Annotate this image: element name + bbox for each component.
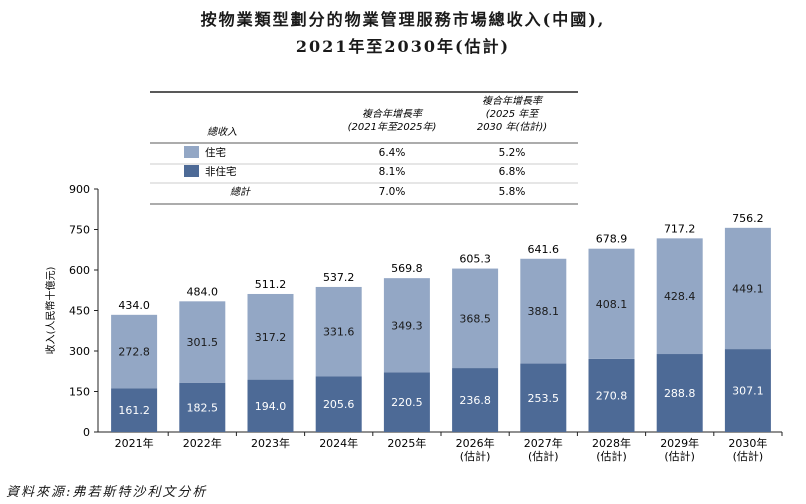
x-tick-label: (估計) (733, 449, 764, 463)
table-value: 5.8% (499, 186, 526, 198)
bar-value-label: 408.1 (596, 298, 628, 311)
table-row-label-header: 總收入 (207, 126, 237, 138)
bar-value-label: 236.8 (459, 394, 491, 407)
legend-swatch (184, 146, 199, 158)
table-value: 8.1% (379, 166, 406, 178)
table-value: 6.4% (379, 147, 406, 159)
bar-total-label: 605.3 (459, 253, 491, 266)
bar-total-label: 756.2 (732, 212, 764, 225)
bar-value-label: 307.1 (732, 385, 764, 398)
table-row-label: 住宅 (205, 146, 226, 159)
bar-segment-residential (656, 238, 703, 355)
bar-segment-residential (247, 293, 294, 380)
bar-value-label: 388.1 (528, 305, 560, 318)
bar-segment-residential (111, 314, 158, 389)
bar-segment-residential (383, 278, 430, 373)
bar-total-label: 717.2 (664, 222, 696, 235)
bar-value-label: 301.5 (187, 336, 219, 349)
bar-total-label: 434.0 (118, 299, 150, 312)
bar-value-label: 288.8 (664, 387, 696, 400)
bar-total-label: 678.9 (596, 233, 628, 246)
bar-segment-non-residential (520, 363, 567, 432)
x-tick-label: 2021年 (115, 436, 154, 450)
bar-value-label: 194.0 (255, 400, 287, 413)
x-tick-label: (估計) (528, 449, 559, 463)
table-row-label: 非住宅 (205, 165, 237, 178)
source-note: 資料來源:弗若斯特沙利文分析 (6, 485, 208, 500)
table-value: 6.8% (499, 166, 526, 178)
y-tick-label: 450 (69, 305, 90, 318)
bar-segment-non-residential (315, 376, 362, 432)
x-tick-label: (估計) (460, 449, 491, 463)
x-tick-label: 2022年 (183, 436, 222, 450)
table-col2-header: (2025 年至 (486, 108, 541, 120)
y-tick-label: 300 (69, 345, 90, 358)
x-tick-label: 2027年 (524, 436, 563, 450)
bar-value-label: 349.3 (391, 319, 423, 332)
bar-segment-non-residential (588, 358, 635, 432)
x-tick-label: 2025年 (387, 436, 426, 450)
x-tick-label: (估計) (664, 449, 695, 463)
bar-segment-non-residential (656, 354, 703, 432)
x-tick-label: 2024年 (319, 436, 358, 450)
table-row-label: 總計 (230, 186, 251, 198)
bar-total-label: 511.2 (255, 278, 287, 291)
table-col1-header: (2021年至2025年) (348, 121, 437, 133)
y-tick-label: 600 (69, 264, 90, 277)
bar-value-label: 368.5 (459, 312, 491, 325)
table-value: 5.2% (499, 147, 526, 159)
bar-value-label: 270.8 (596, 389, 628, 402)
bar-segment-residential (452, 268, 499, 369)
bar-value-label: 253.5 (528, 392, 560, 405)
bar-segment-non-residential (383, 372, 430, 432)
bar-segment-non-residential (724, 349, 771, 432)
bar-value-label: 272.8 (118, 346, 150, 359)
table-value: 7.0% (379, 186, 406, 198)
x-tick-label: 2028年 (592, 436, 631, 450)
legend-swatch (184, 165, 199, 177)
bar-segment-residential (179, 301, 226, 383)
bar-segment-residential (520, 258, 567, 364)
y-axis-label: 收入(人民幣十億元) (44, 267, 57, 355)
y-tick-label: 900 (69, 183, 90, 196)
y-tick-label: 150 (69, 386, 90, 399)
x-tick-label: 2029年 (660, 436, 699, 450)
bar-segment-non-residential (179, 382, 226, 432)
bar-total-label: 641.6 (528, 243, 560, 256)
bar-segment-non-residential (247, 379, 294, 432)
y-tick-label: 750 (69, 224, 90, 237)
bar-value-label: 182.5 (187, 401, 219, 414)
bar-value-label: 317.2 (255, 331, 287, 344)
bar-total-label: 537.2 (323, 271, 355, 284)
bar-value-label: 428.4 (664, 290, 696, 303)
bar-value-label: 220.5 (391, 396, 423, 409)
y-tick-label: 0 (83, 426, 90, 439)
bar-segment-residential (724, 227, 771, 350)
chart-title-line1: 按物業類型劃分的物業管理服務市場總收入(中國), (200, 10, 606, 29)
x-tick-label: 2030年 (728, 436, 767, 450)
table-col2-header: 2030 年(估計)) (477, 121, 547, 133)
table-col1-header: 複合年增長率 (362, 108, 424, 120)
x-tick-label: 2026年 (456, 436, 495, 450)
bar-total-label: 569.8 (391, 262, 423, 275)
bar-value-label: 161.2 (118, 404, 150, 417)
x-tick-label: 2023年 (251, 436, 290, 450)
x-tick-label: (估計) (596, 449, 627, 463)
bar-value-label: 449.1 (732, 282, 764, 295)
table-col2-header: 複合年增長率 (482, 95, 544, 107)
bar-segment-residential (315, 286, 362, 377)
bar-total-label: 484.0 (187, 285, 219, 298)
chart-title-line2: 2021年至2030年(估計) (295, 37, 511, 56)
bar-segment-residential (588, 248, 635, 359)
bar-segment-non-residential (452, 368, 499, 432)
bar-value-label: 205.6 (323, 398, 355, 411)
bar-segment-non-residential (111, 388, 158, 432)
bar-value-label: 331.6 (323, 326, 355, 339)
